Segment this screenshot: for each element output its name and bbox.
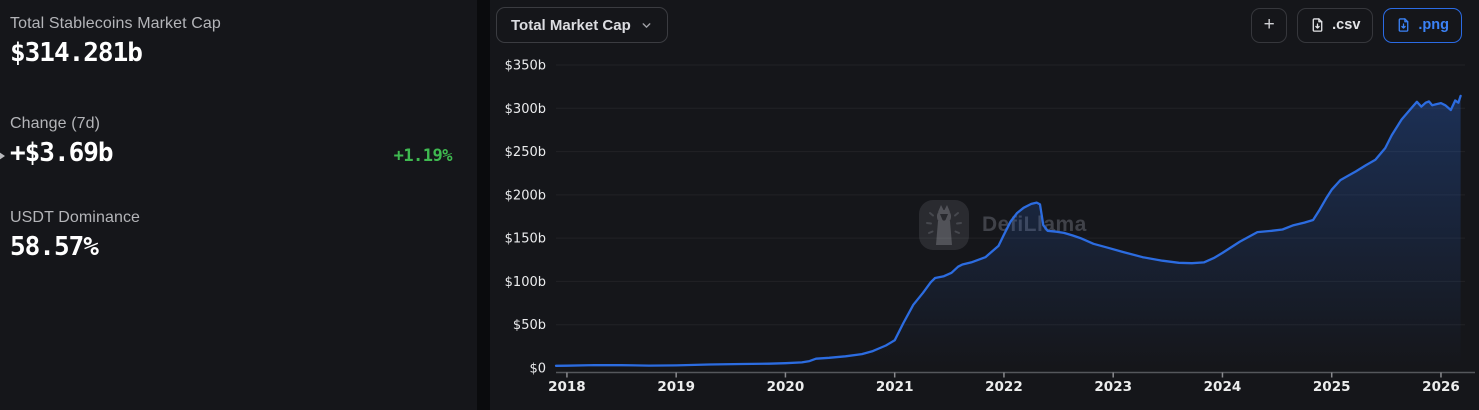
chart-toolbar: Total Market Cap + .csv: [496, 7, 1462, 43]
svg-text:2025: 2025: [1313, 379, 1351, 395]
svg-text:$100b: $100b: [505, 275, 546, 290]
svg-text:2022: 2022: [985, 379, 1023, 395]
svg-text:$50b: $50b: [513, 318, 546, 333]
metric-selector-dropdown[interactable]: Total Market Cap: [496, 7, 668, 43]
change-7d-value: +$3.69b: [10, 138, 114, 168]
file-download-icon: [1399, 18, 1409, 32]
usdt-dominance-stat: USDT Dominance 58.57%: [10, 206, 477, 264]
svg-text:$0: $0: [529, 362, 546, 377]
svg-text:2026: 2026: [1422, 379, 1460, 395]
csv-button-label: .csv: [1332, 17, 1361, 33]
chart-area-fill: [556, 95, 1461, 369]
defillama-logo-icon: [919, 200, 969, 250]
svg-text:$200b: $200b: [505, 188, 546, 203]
chart-y-axis-labels: $0 $50b $100b $150b $200b $250b $300b $350b: [505, 59, 546, 377]
panel-resize-arrow-icon[interactable]: [0, 150, 5, 162]
export-buttons: + .csv .png: [1251, 7, 1462, 43]
usdt-dominance-label: USDT Dominance: [10, 209, 141, 226]
defillama-watermark: DefiLlama: [918, 199, 1087, 251]
svg-text:2021: 2021: [876, 379, 914, 395]
total-market-cap-stat: Total Stablecoins Market Cap $314.281b: [10, 12, 477, 70]
total-market-cap-label: Total Stablecoins Market Cap: [10, 15, 221, 32]
stats-panel: Total Stablecoins Market Cap $314.281b C…: [0, 0, 477, 410]
svg-text:$250b: $250b: [505, 145, 546, 160]
svg-text:2024: 2024: [1204, 379, 1242, 395]
chart-x-axis: [556, 371, 1475, 378]
chart-line-series: [554, 94, 1462, 367]
usdt-dominance-value: 58.57%: [10, 232, 99, 262]
change-7d-percent-badge: +1.19%: [393, 146, 453, 166]
svg-text:2020: 2020: [767, 379, 805, 395]
svg-text:$350b: $350b: [505, 59, 546, 74]
chevron-down-icon: [642, 22, 651, 28]
chart-x-axis-labels: 2018 2019 2020 2021 2022 2023 2024 2025 2026: [548, 379, 1460, 395]
svg-text:2019: 2019: [657, 379, 695, 395]
svg-text:$150b: $150b: [505, 232, 546, 247]
plus-icon: +: [1263, 14, 1275, 35]
total-market-cap-value: $314.281b: [10, 38, 143, 68]
change-7d-stat: Change (7d) +$3.69b +1.19%: [10, 112, 477, 170]
svg-text:$300b: $300b: [505, 102, 546, 117]
download-png-button[interactable]: .png: [1383, 7, 1462, 43]
chart-panel: Total Market Cap + .csv: [490, 0, 1479, 410]
svg-text:2018: 2018: [548, 379, 586, 395]
add-chart-button[interactable]: +: [1251, 7, 1288, 43]
file-download-icon: [1312, 18, 1323, 32]
change-7d-label: Change (7d): [10, 115, 101, 132]
png-button-label: .png: [1418, 17, 1449, 33]
total-market-cap-area-chart[interactable]: $0 $50b $100b $150b $200b $250b $300b $350b 201…: [490, 0, 1479, 410]
metric-selector-label: Total Market Cap: [511, 16, 631, 34]
svg-text:2023: 2023: [1094, 379, 1132, 395]
download-csv-button[interactable]: .csv: [1297, 7, 1374, 43]
